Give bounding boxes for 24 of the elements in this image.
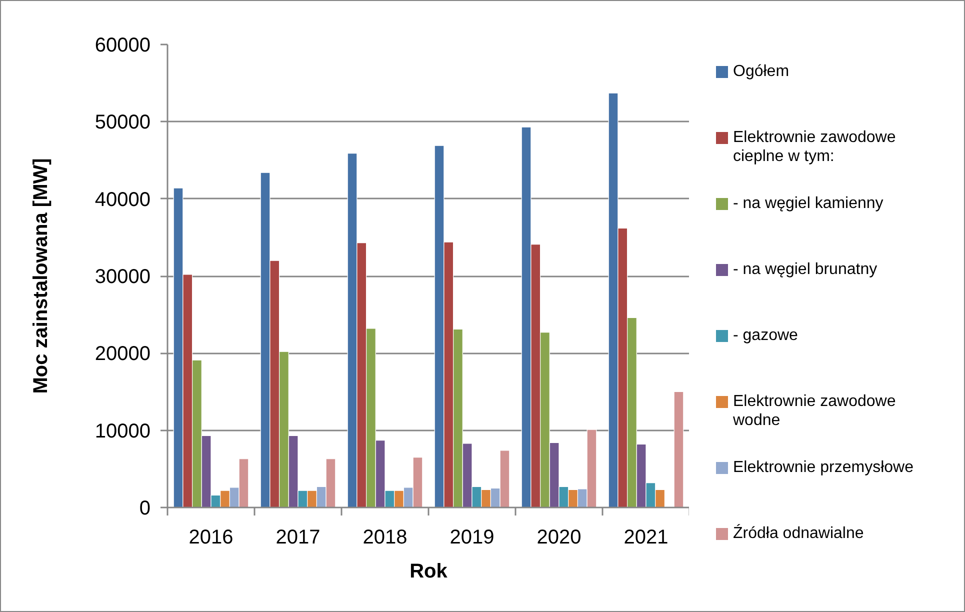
y-tick-label: 50000 xyxy=(94,112,151,134)
x-tick-label: 2017 xyxy=(276,526,320,548)
legend-label: Elektrownie zawodowe wodne xyxy=(733,392,897,430)
x-tick-label: 2021 xyxy=(624,526,668,548)
legend-label: Ogółem xyxy=(733,62,790,81)
legend-label: - gazowe xyxy=(733,326,799,345)
y-tick-label: 30000 xyxy=(94,266,151,288)
y-tick-label: 0 xyxy=(139,498,150,520)
legend-label: - na węgiel brunatny xyxy=(733,260,878,279)
y-tick-label: 40000 xyxy=(94,188,151,211)
x-tick-label: 2018 xyxy=(362,526,408,548)
legend-label: Elektrownie zawodowe cieplne w tym: xyxy=(733,128,897,166)
legend-label: - na węgiel kamienny xyxy=(733,194,884,213)
y-tick-label: 10000 xyxy=(94,420,151,442)
y-tick-label: 20000 xyxy=(94,343,151,366)
x-tick-label: 2016 xyxy=(188,526,234,548)
y-tick-label: 60000 xyxy=(94,34,151,56)
x-axis-title: Rok xyxy=(410,560,448,582)
x-tick-label: 2019 xyxy=(450,526,494,548)
x-tick-label: 2020 xyxy=(536,526,582,548)
legend-label: Elektrownie przemysłowe xyxy=(733,458,915,477)
bar xyxy=(674,391,684,508)
y-axis-title: Moc zainstalowana [MW] xyxy=(30,158,52,394)
legend-label: Źródła odnawialne xyxy=(733,524,865,543)
